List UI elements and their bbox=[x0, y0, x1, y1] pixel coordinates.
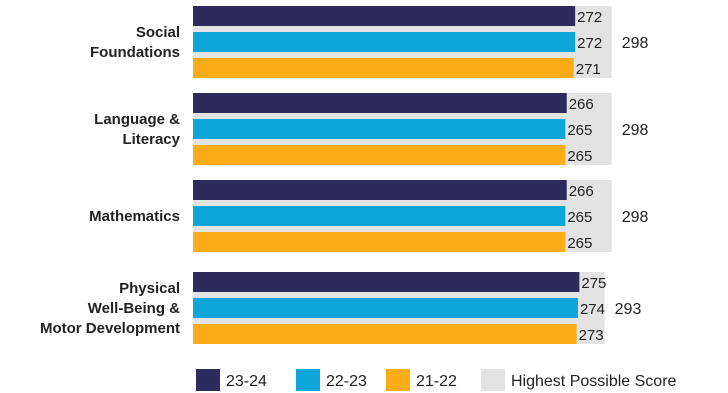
legend-label: 21-22 bbox=[416, 373, 457, 390]
bar-value-label: 265 bbox=[567, 122, 592, 139]
bar-21-22 bbox=[193, 232, 566, 252]
bar-22-23 bbox=[193, 206, 566, 226]
bar-value-label: 274 bbox=[580, 301, 605, 318]
bar-value-label: 272 bbox=[577, 35, 602, 52]
legend-swatch bbox=[296, 369, 320, 391]
category-label: Well-Being & bbox=[88, 300, 180, 317]
bar-value-label: 266 bbox=[569, 96, 594, 113]
bar-23-24 bbox=[193, 6, 576, 26]
category-label: Mathematics bbox=[89, 208, 180, 225]
category-label: Literacy bbox=[122, 131, 180, 148]
bar-22-23 bbox=[193, 32, 576, 52]
highest-possible-label: 298 bbox=[622, 35, 649, 52]
highest-possible-label: 293 bbox=[615, 301, 642, 318]
bar-21-22 bbox=[193, 145, 566, 165]
bar-22-23 bbox=[193, 119, 566, 139]
highest-possible-label: 298 bbox=[622, 122, 649, 139]
bar-23-24 bbox=[193, 272, 580, 292]
category-label: Foundations bbox=[90, 44, 180, 61]
bar-value-label: 272 bbox=[577, 9, 602, 26]
legend-swatch bbox=[196, 369, 220, 391]
bar-23-24 bbox=[193, 180, 567, 200]
bar-21-22 bbox=[193, 58, 574, 78]
category-label: Language & bbox=[94, 111, 180, 128]
legend-label: 23-24 bbox=[226, 373, 267, 390]
bar-22-23 bbox=[193, 298, 578, 318]
bar-value-label: 265 bbox=[567, 235, 592, 252]
legend-swatch bbox=[481, 369, 505, 391]
bar-value-label: 265 bbox=[567, 148, 592, 165]
legend-label: Highest Possible Score bbox=[511, 373, 677, 390]
bar-value-label: 265 bbox=[567, 209, 592, 226]
category-label: Motor Development bbox=[40, 320, 180, 337]
legend-swatch bbox=[386, 369, 410, 391]
bar-21-22 bbox=[193, 324, 577, 344]
category-label: Physical bbox=[119, 280, 180, 297]
legend-label: 22-23 bbox=[326, 373, 367, 390]
category-label: Social bbox=[136, 24, 180, 41]
bar-value-label: 275 bbox=[581, 275, 606, 292]
bar-value-label: 273 bbox=[579, 327, 604, 344]
bar-value-label: 271 bbox=[576, 61, 601, 78]
bar-value-label: 266 bbox=[569, 183, 594, 200]
bar-23-24 bbox=[193, 93, 567, 113]
highest-possible-label: 298 bbox=[622, 209, 649, 226]
